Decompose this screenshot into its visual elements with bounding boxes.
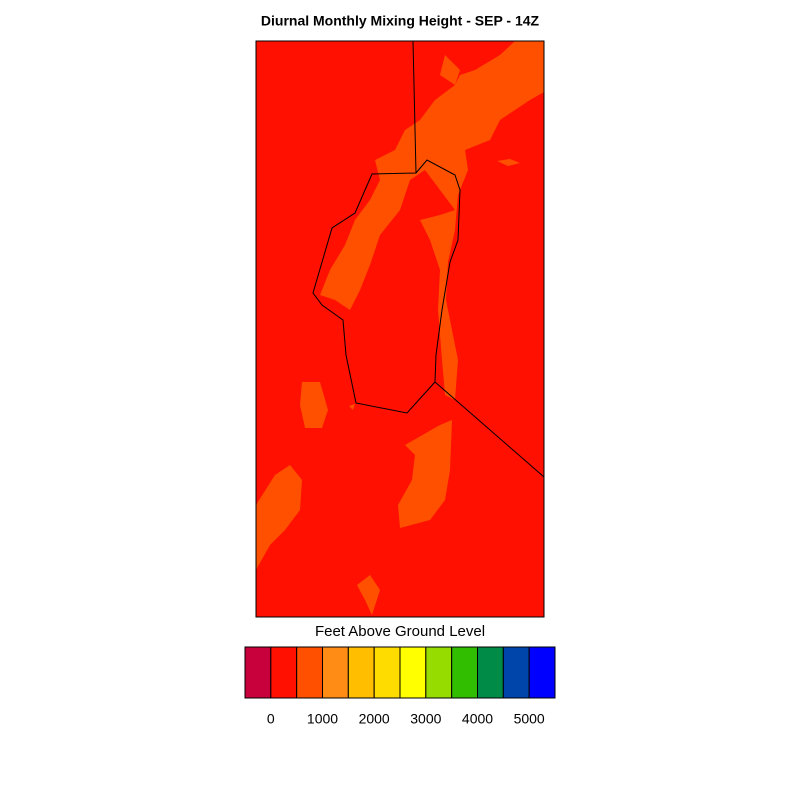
colorbar-tick-label: 1000	[307, 711, 338, 727]
colorbar-label: Feet Above Ground Level	[315, 623, 485, 640]
colorbar-box	[347, 646, 375, 699]
map-frame	[255, 40, 545, 618]
colorbar-box	[399, 646, 427, 699]
patch	[398, 420, 452, 528]
colorbar-box	[373, 646, 401, 699]
colorbar-box	[296, 646, 323, 699]
boundaries	[312, 40, 545, 478]
title: Diurnal Monthly Mixing Height - SEP - 14…	[261, 13, 540, 29]
colorbar-box	[502, 646, 530, 699]
map-area	[255, 40, 545, 618]
colorbar-tick-label: 5000	[514, 711, 545, 727]
colorbar-box	[528, 646, 556, 699]
colorbar-tick-label: 0	[267, 711, 275, 727]
boundary-line	[412, 40, 417, 174]
patch	[320, 41, 544, 400]
colorbar-box	[322, 646, 349, 699]
boundary-line	[434, 381, 545, 478]
patch	[256, 465, 302, 570]
colorbar-box	[451, 646, 478, 699]
colorbar-box	[425, 646, 453, 699]
colorbar-tick-label: 4000	[462, 711, 493, 727]
patch	[497, 159, 520, 166]
colorbar-tick-label: 3000	[410, 711, 441, 727]
boundary-polygon	[312, 159, 461, 414]
patch	[300, 382, 328, 428]
colorbar-box	[477, 646, 504, 699]
colorbar: 0 1000 2000 3000 4000 5000	[244, 646, 556, 727]
colorbar-tick-label: 2000	[359, 711, 390, 727]
patch	[440, 55, 460, 85]
colorbar-box	[244, 646, 272, 699]
colorbar-box	[270, 646, 298, 699]
patch	[357, 575, 380, 615]
field-patches	[256, 41, 544, 615]
field-base	[256, 41, 544, 617]
patch	[349, 404, 355, 410]
